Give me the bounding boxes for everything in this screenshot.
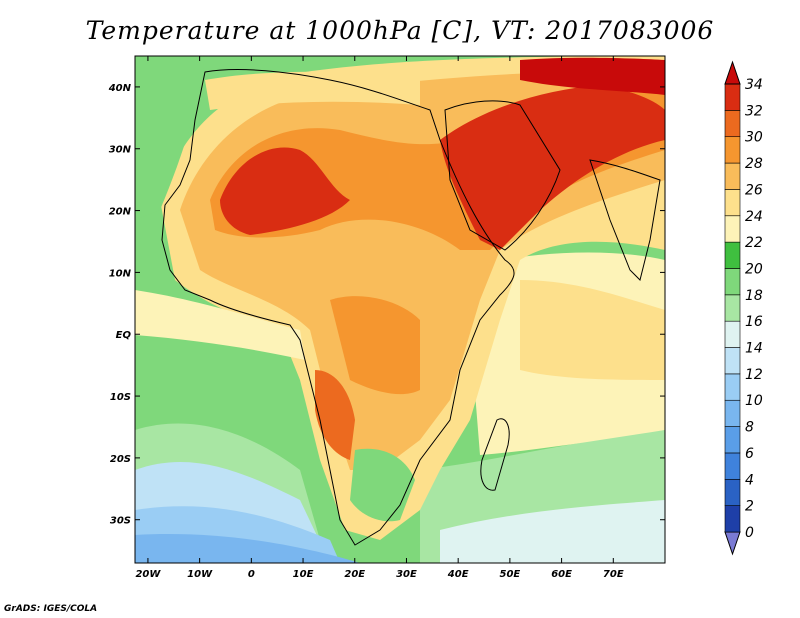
colorbar-swatch (724, 189, 741, 217)
colorbar-swatch (724, 320, 741, 348)
y-axis: 40N 30N 20N 10N EQ 10S 20S 30S (108, 83, 665, 527)
colorbar-label: 30 (745, 130, 763, 146)
colorbar-label: 20 (745, 261, 763, 277)
colorbar-label: 28 (745, 156, 763, 172)
field-indian-south-cool (440, 500, 665, 563)
chart-title: Temperature at 1000hPa [C], VT: 20170830… (85, 16, 715, 45)
colorbar-swatch (724, 478, 741, 506)
field-land-hottest (220, 147, 350, 235)
field-arabia-hot (440, 85, 665, 250)
colorbar-label: 4 (745, 472, 754, 488)
colorbar-label: 8 (745, 420, 754, 436)
y-tick-label: 20N (109, 207, 132, 218)
x-axis: 20W 10W 0 10E 20E 30E 40E 50E 60E 70E (135, 56, 624, 580)
plot-frame (134, 55, 666, 564)
y-tick-label: EQ (116, 330, 132, 341)
field-kalahari (315, 370, 355, 460)
y-tick-label: 30S (110, 516, 131, 527)
madagascar-coastline (480, 418, 510, 491)
credit-label: GrADS: IGES/COLA (4, 604, 98, 614)
x-tick-label: 20W (135, 569, 161, 580)
x-tick-label: 10W (187, 569, 213, 580)
coastlines (161, 69, 661, 546)
x-tick-label: 30E (396, 569, 417, 580)
colorbar-swatch (724, 505, 741, 533)
colorbar-label: 34 (745, 77, 763, 93)
x-tick-label: 0 (248, 569, 255, 580)
y-tick-label: 40N (108, 83, 132, 94)
colorbar-swatch (724, 294, 741, 322)
y-tick-label: 10N (109, 268, 132, 279)
colorbar-swatch (724, 136, 741, 164)
field-atlantic-nw (135, 56, 205, 220)
x-tick-label: 40E (447, 569, 469, 580)
colorbar-label: 32 (745, 103, 763, 119)
colorbar-upper-arrow (724, 60, 741, 85)
colorbar-swatch (724, 83, 741, 111)
colorbar-swatch (724, 162, 741, 190)
colorbar-swatch (724, 268, 741, 296)
field-south-coldest (135, 534, 360, 563)
colorbar-swatch (724, 373, 741, 401)
colorbar-swatch (724, 241, 741, 269)
colorbar-swatch (724, 399, 741, 427)
y-tick-label: 30N (109, 145, 132, 156)
field-congo (330, 296, 420, 395)
colorbar-label: 26 (745, 182, 763, 198)
india-coastline (589, 159, 661, 281)
colorbar-label: 18 (745, 288, 763, 304)
africa-coastline (161, 69, 515, 546)
x-tick-label: 10E (293, 569, 314, 580)
colorbar-label: 16 (745, 314, 763, 330)
x-tick-label: 20E (344, 569, 365, 580)
field-southern-africa (350, 448, 415, 522)
map-field (135, 56, 665, 563)
colorbar-label: 12 (745, 367, 763, 383)
colorbar-swatch (724, 215, 741, 243)
colorbar-label: 24 (745, 209, 763, 225)
field-indian-warm (520, 280, 665, 380)
y-tick-label: 10S (110, 392, 131, 403)
arabia-coastline (444, 100, 561, 251)
colorbar-label: 0 (745, 525, 754, 541)
colorbar-swatch (724, 426, 741, 454)
colorbar-swatch (724, 110, 741, 138)
y-tick-label: 20S (110, 454, 131, 465)
colorbar-swatch (724, 347, 741, 375)
field-gulf-guinea (135, 290, 305, 360)
colorbar-label: 2 (745, 499, 754, 515)
field-mediterranean (205, 71, 420, 110)
field-iran-hot (520, 57, 665, 95)
colorbar-label: 22 (745, 235, 763, 251)
colorbar-label: 10 (745, 393, 763, 409)
colorbar-label: 14 (745, 341, 763, 357)
colorbar-lower-arrow (724, 531, 741, 556)
x-tick-label: 60E (551, 569, 572, 580)
colorbar-swatch (724, 452, 741, 480)
x-tick-label: 70E (603, 569, 624, 580)
x-tick-label: 50E (500, 569, 521, 580)
colorbar-label: 6 (745, 446, 754, 462)
